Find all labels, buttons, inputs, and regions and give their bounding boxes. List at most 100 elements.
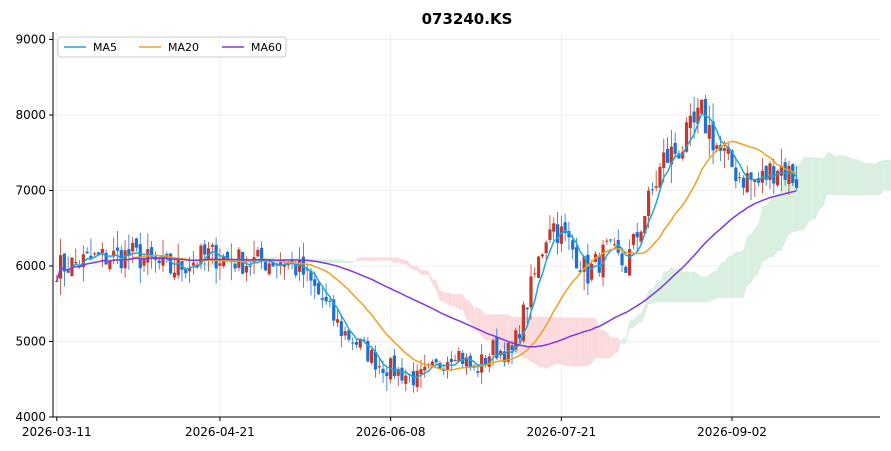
cloud-segment (804, 156, 808, 230)
candle-body (442, 369, 446, 371)
candle-body (423, 366, 427, 371)
candle-body (320, 298, 324, 300)
candle-body (476, 370, 480, 373)
candle-body (445, 362, 450, 371)
cloud-segment (481, 310, 486, 341)
ma-line-ma20 (56, 140, 797, 371)
candle-body (722, 148, 727, 151)
candle-body (772, 166, 776, 184)
cloud-segment (724, 255, 729, 298)
candle-body (502, 351, 507, 363)
cloud-segment (591, 317, 596, 364)
candle-body (764, 165, 768, 180)
cloud-segment (618, 337, 623, 352)
cloud-segment (758, 206, 763, 274)
candle-body (563, 222, 567, 234)
cloud-segment (629, 319, 634, 329)
cloud-segment (458, 293, 463, 310)
y-tick-label: 8000 (15, 108, 46, 122)
candle-body (184, 269, 188, 274)
cloud-segment (686, 271, 691, 303)
candle-body (89, 255, 93, 259)
candle-body (745, 173, 749, 193)
candle-body (578, 270, 582, 273)
candle-body (309, 270, 313, 281)
cloud-segment (204, 263, 209, 267)
candle-body (74, 262, 78, 264)
cloud-segment (861, 161, 865, 196)
cloud-segment (842, 155, 846, 196)
candle-body (646, 190, 651, 216)
candle-body (297, 259, 302, 272)
y-tick-label: 4000 (15, 410, 46, 424)
candle-body (256, 249, 260, 257)
candle-body (696, 107, 700, 124)
candle-body (430, 361, 434, 365)
candle-body (631, 234, 636, 245)
candle-body (244, 265, 249, 273)
axes (52, 32, 880, 418)
cloud-segment (713, 269, 717, 300)
cloud-segment (413, 265, 418, 271)
cloud-segment (682, 271, 687, 303)
cloud-segment (819, 157, 824, 210)
cloud-segment (887, 159, 891, 191)
candle-body (555, 224, 560, 243)
cloud-segment (694, 271, 698, 303)
candle-body (533, 273, 537, 275)
candles (55, 95, 799, 393)
cloud-segment (743, 236, 748, 298)
candle-body (639, 231, 643, 242)
candle-body (628, 249, 632, 276)
cloud-segment (477, 307, 482, 337)
candle-body (620, 253, 624, 266)
candle-body (248, 265, 252, 267)
cloud-segment (345, 260, 349, 264)
candle-body (347, 330, 351, 340)
cloud-segment (732, 251, 736, 298)
candle-body (233, 263, 237, 269)
candle-body (483, 357, 488, 364)
cloud-segment (777, 187, 782, 252)
candle-body (775, 170, 780, 186)
candle-body (358, 338, 362, 348)
cloud-segment (599, 328, 604, 359)
cloud-segment (428, 270, 433, 284)
candle-body (601, 244, 605, 278)
candle-body (66, 270, 70, 273)
candle-body (548, 229, 552, 240)
cloud-segment (811, 157, 816, 220)
candle-body (169, 253, 173, 274)
cloud-segment (773, 195, 778, 257)
candle-body (597, 255, 601, 273)
cloud-segment (823, 152, 827, 208)
cloud-segment (705, 274, 710, 303)
candle-body (161, 255, 165, 266)
candle-body (370, 349, 374, 363)
legend: MA5 MA20 MA60 (57, 36, 287, 58)
candle-body (127, 249, 131, 256)
candle-body (643, 216, 647, 234)
candle-body (134, 238, 139, 248)
candle-body (392, 355, 397, 377)
candle-body (461, 352, 465, 364)
candle-body (115, 247, 120, 251)
candle-body (544, 242, 548, 254)
cloud-segment (356, 257, 361, 261)
cloud-segment (424, 270, 429, 275)
candle-body (677, 153, 681, 159)
cloud-segment (489, 314, 494, 341)
cloud-segment (728, 255, 733, 298)
candle-body (434, 359, 438, 363)
cloud-segment (474, 307, 478, 332)
cloud-segment (857, 159, 862, 196)
candle-body (753, 179, 757, 183)
cloud-segment (530, 316, 535, 364)
candle-body (586, 254, 590, 284)
candle-body (673, 142, 677, 154)
candle-body (464, 357, 469, 367)
candle-body (738, 177, 742, 179)
candle-body (294, 263, 298, 276)
candle-body (218, 263, 222, 266)
cloud-segment (390, 257, 395, 264)
